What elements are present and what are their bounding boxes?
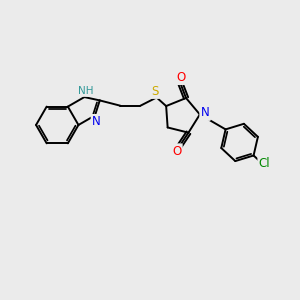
Text: Cl: Cl bbox=[259, 157, 271, 169]
Text: NH: NH bbox=[78, 85, 94, 96]
Text: O: O bbox=[172, 145, 181, 158]
Text: N: N bbox=[92, 116, 101, 128]
Text: O: O bbox=[176, 70, 186, 84]
Text: S: S bbox=[152, 85, 159, 98]
Text: N: N bbox=[201, 106, 209, 119]
